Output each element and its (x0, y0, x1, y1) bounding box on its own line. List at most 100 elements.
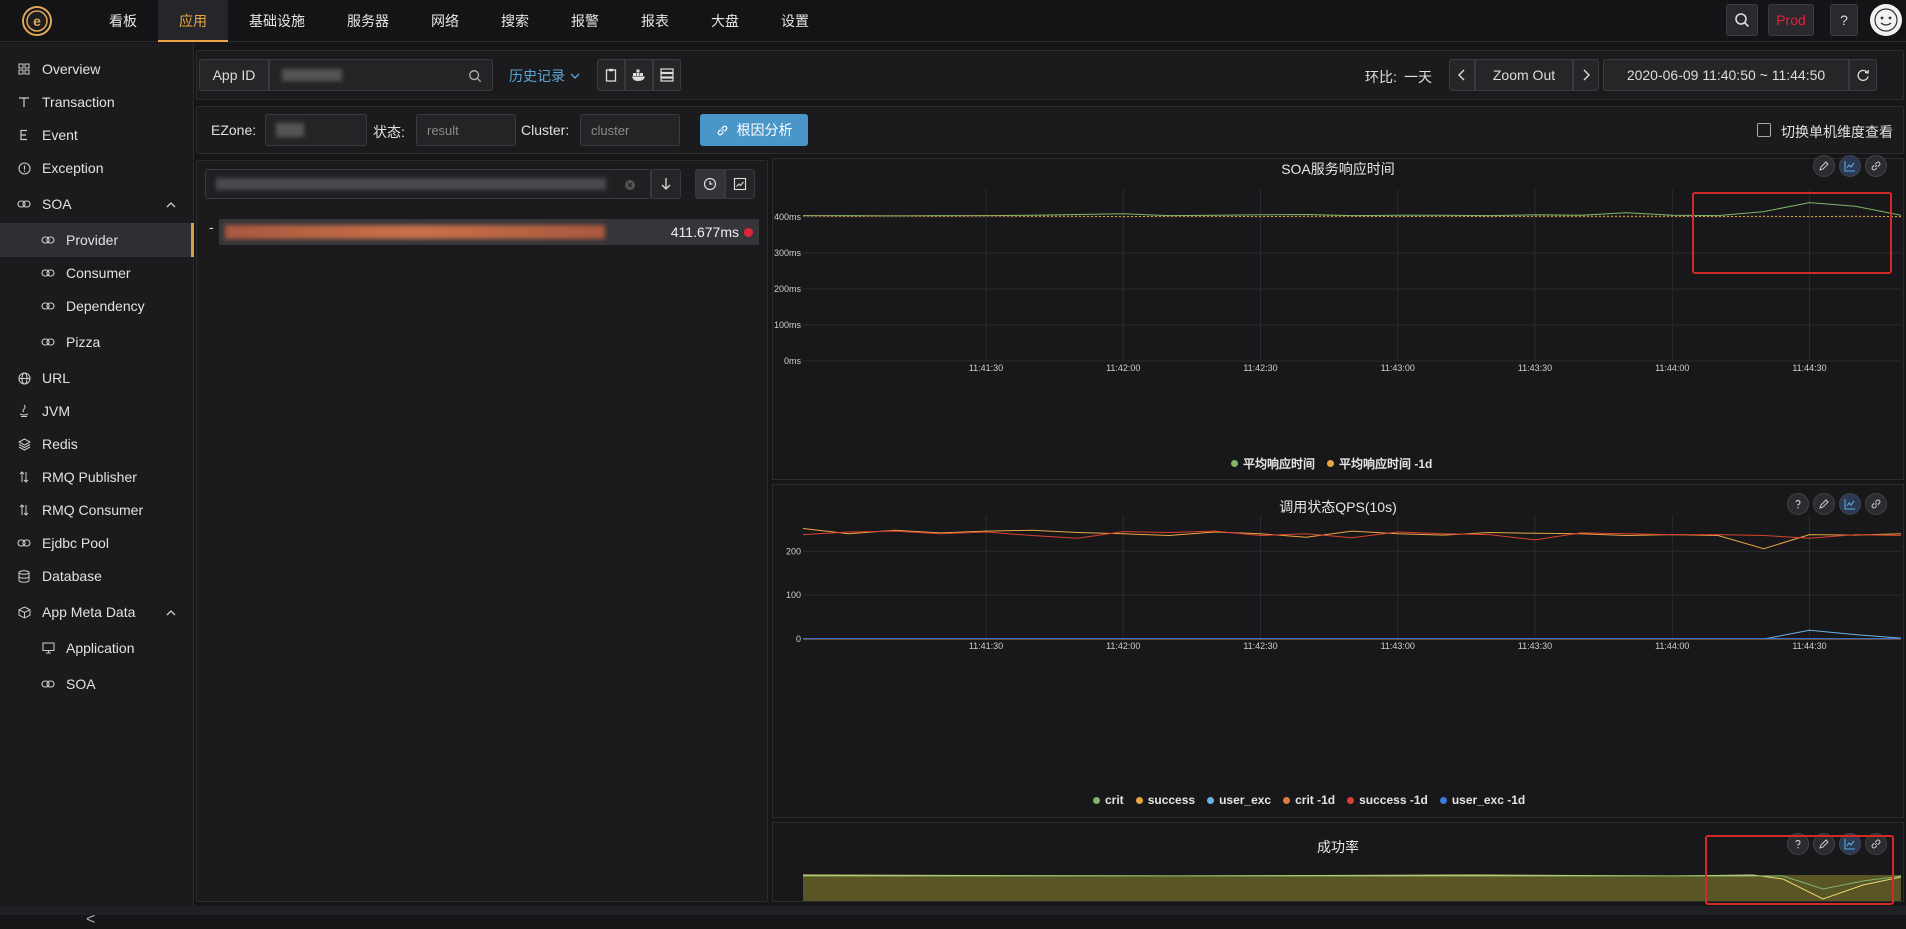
sidebar-item-dependency[interactable]: Dependency (0, 289, 194, 323)
y-tick-label: 400ms (774, 212, 802, 222)
sidebar-item-ejdbc-pool[interactable]: Ejdbc Pool (0, 526, 194, 560)
sidebar-item-application[interactable]: Application (0, 631, 194, 665)
nav-item[interactable]: 搜索 (501, 13, 529, 29)
trend-chart-button[interactable] (1839, 155, 1861, 177)
chart-sort-button[interactable] (725, 169, 755, 199)
response-time-plot: 400ms 300ms 200ms 100ms 0ms 11:41:30 11:42:00 1… (774, 189, 1902, 373)
nav-item[interactable]: 大盘 (711, 13, 739, 29)
service-filter-input[interactable] (205, 169, 651, 199)
time-range-picker[interactable]: 2020-06-09 11:40:50 ~ 11:44:50 (1603, 59, 1849, 91)
legend-item[interactable]: 平均响应时间 (1231, 455, 1315, 472)
sidebar-item-redis[interactable]: Redis (0, 427, 194, 461)
legend-item[interactable]: success (1135, 793, 1195, 807)
success-rate-plot (802, 874, 1902, 901)
time-sort-button[interactable] (695, 169, 725, 199)
link-chart-button[interactable] (1865, 155, 1887, 177)
sidebar-item-rmq-consumer[interactable]: RMQ Consumer (0, 493, 194, 527)
link-icon (40, 265, 56, 281)
link-chart-button[interactable] (1865, 833, 1887, 855)
sidebar-item-jvm[interactable]: JVM (0, 394, 194, 428)
trend-chart-button[interactable] (1839, 833, 1861, 855)
sidebar-item-url[interactable]: URL (0, 361, 194, 395)
legend-dot (1439, 796, 1447, 804)
clear-icon[interactable] (624, 179, 636, 191)
sidebar-item-label: RMQ Publisher (42, 469, 137, 485)
link-chart-button[interactable] (1865, 493, 1887, 515)
trend-chart-button[interactable] (1839, 493, 1861, 515)
edit-chart-button[interactable] (1813, 155, 1835, 177)
sidebar-item-rmq-publisher[interactable]: RMQ Publisher (0, 460, 194, 494)
nav-item[interactable]: 看板 (109, 13, 137, 29)
server-icon (660, 68, 674, 82)
legend-label: user_exc -1d (1451, 793, 1526, 807)
legend-dot (1231, 460, 1238, 467)
legend-item[interactable]: 平均响应时间 -1d (1327, 455, 1432, 472)
refresh-button[interactable] (1849, 59, 1877, 91)
app-id-input[interactable] (269, 59, 493, 91)
list-item[interactable]: 411.677ms (219, 219, 759, 245)
footer-strip (0, 906, 1906, 915)
sidebar-item-soa[interactable]: SOA (0, 667, 194, 701)
nav-item[interactable]: 网络 (431, 13, 459, 29)
legend-item[interactable]: user_exc -1d (1439, 793, 1526, 807)
cluster-label: Cluster: (521, 122, 570, 138)
history-dropdown[interactable]: 历史记录 (509, 66, 580, 86)
sort-button[interactable] (651, 169, 681, 199)
root-cause-button[interactable]: 根因分析 (700, 114, 808, 146)
nav-item[interactable]: 报警 (571, 13, 599, 29)
sidebar-item-provider[interactable]: Provider (0, 223, 194, 257)
sidebar-item-app-meta-data[interactable]: App Meta Data (0, 595, 194, 629)
pencil-icon (1819, 161, 1829, 171)
legend-label: crit (1105, 793, 1124, 807)
sidebar-item-database[interactable]: Database (0, 559, 194, 593)
status-input[interactable]: result (416, 114, 516, 146)
sidebar-item-soa[interactable]: SOA (0, 187, 194, 221)
qps-chart: 调用状态QPS(10s) 200 100 0 11:41:30 11:42:00 11:4… (772, 484, 1904, 818)
trend-icon (733, 177, 747, 191)
cluster-input[interactable]: cluster (580, 114, 680, 146)
nav-item[interactable]: 服务器 (347, 13, 389, 29)
response-time-chart: SOA服务响应时间 400ms 300ms 200ms 100ms 0ms 11:41:3… (772, 155, 1904, 480)
env-selector[interactable]: Prod (1768, 4, 1814, 36)
switch-host-checkbox[interactable] (1757, 123, 1771, 137)
ezone-label: EZone: (211, 122, 257, 138)
nav-item[interactable]: 报表 (641, 13, 669, 29)
sidebar-item-consumer[interactable]: Consumer (0, 256, 194, 290)
help-chart-button[interactable] (1787, 833, 1809, 855)
sidebar-item-pizza[interactable]: Pizza (0, 325, 194, 359)
help-chart-button[interactable] (1787, 493, 1809, 515)
edit-chart-button[interactable] (1813, 833, 1835, 855)
edit-chart-button[interactable] (1813, 493, 1835, 515)
sidebar-item-exception[interactable]: Exception (0, 151, 194, 185)
legend-item[interactable]: crit (1093, 793, 1124, 807)
legend-label: success -1d (1359, 793, 1428, 807)
compare-value[interactable]: 一天 (1404, 69, 1432, 85)
docker-button[interactable] (625, 59, 653, 91)
app-logo-icon[interactable]: e (20, 4, 54, 38)
avatar[interactable] (1870, 4, 1902, 36)
docker-icon (632, 69, 645, 81)
legend-item[interactable]: user_exc (1207, 793, 1271, 807)
nav-item[interactable]: 设置 (781, 13, 809, 29)
prev-range-button[interactable] (1449, 59, 1475, 91)
clipboard-button[interactable] (597, 59, 625, 91)
legend-dot (1347, 796, 1355, 804)
legend-item[interactable]: crit -1d (1283, 793, 1335, 807)
sidebar-item-event[interactable]: Event (0, 118, 194, 152)
t-icon (16, 94, 32, 110)
search-button[interactable] (1726, 4, 1758, 36)
sidebar-item-overview[interactable]: Overview (0, 52, 194, 86)
sidebar-item-transaction[interactable]: Transaction (0, 85, 194, 119)
zoom-out-button[interactable]: Zoom Out (1475, 59, 1573, 91)
legend-label: crit -1d (1295, 793, 1336, 807)
redacted-filter (216, 178, 606, 190)
help-button[interactable]: ? (1830, 4, 1858, 36)
x-tick-label: 11:44:30 (1792, 641, 1826, 651)
x-tick-label: 11:41:30 (969, 641, 1003, 651)
nav-item[interactable]: 基础设施 (249, 13, 305, 29)
ezone-select[interactable] (265, 114, 367, 146)
server-button[interactable] (653, 59, 681, 91)
legend-item[interactable]: success -1d (1347, 793, 1428, 807)
next-range-button[interactable] (1573, 59, 1599, 91)
nav-item[interactable]: 应用 (158, 0, 228, 42)
